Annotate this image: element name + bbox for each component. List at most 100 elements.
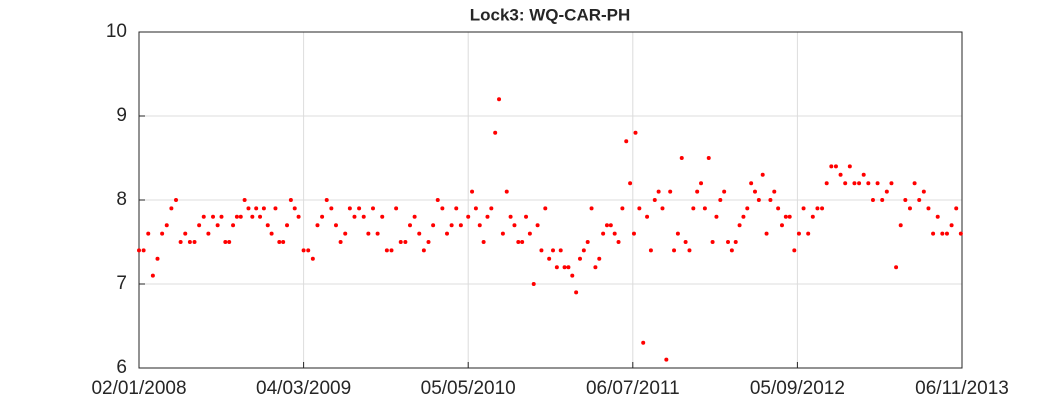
data-point [258, 214, 263, 219]
data-point [699, 181, 704, 186]
data-point [847, 164, 852, 169]
data-point [768, 198, 773, 202]
data-point [612, 231, 617, 236]
data-point [273, 206, 278, 211]
data-point [558, 248, 563, 253]
data-point [570, 273, 575, 278]
data-point [884, 189, 889, 194]
data-point [687, 248, 692, 253]
data-point [726, 240, 731, 244]
data-point [628, 181, 633, 186]
y-tick-label: 7 [116, 273, 127, 294]
data-point [477, 223, 482, 228]
data-point [787, 214, 792, 219]
data-point [954, 206, 959, 211]
data-point [675, 231, 680, 236]
plot-frame [138, 31, 963, 369]
data-point [389, 248, 394, 253]
data-point [539, 248, 544, 253]
data-point [593, 265, 598, 270]
data-point [535, 223, 540, 228]
data-point [187, 240, 192, 244]
data-point [931, 231, 936, 236]
data-point [581, 248, 586, 253]
data-point [394, 206, 399, 211]
data-point [833, 164, 838, 169]
data-point [454, 206, 459, 211]
data-point [652, 198, 657, 202]
chart-title: Lock3: WQ-CAR-PH [470, 5, 631, 24]
data-point [500, 231, 505, 236]
data-point [361, 214, 366, 219]
data-point [801, 206, 806, 211]
y-tick-label: 9 [116, 105, 127, 126]
data-point [320, 214, 325, 219]
data-point [870, 198, 875, 202]
data-point [733, 240, 738, 244]
data-point [912, 181, 917, 186]
data-point [806, 231, 811, 236]
data-point [366, 231, 371, 236]
data-point [710, 240, 715, 244]
data-point [577, 256, 582, 261]
data-point [672, 248, 677, 253]
data-point [741, 214, 746, 219]
data-point [597, 256, 602, 261]
data-point [174, 198, 179, 202]
data-point [352, 214, 357, 219]
data-point [146, 231, 151, 236]
data-point [815, 206, 820, 211]
data-point [752, 189, 757, 194]
data-point [407, 223, 412, 228]
data-point [489, 206, 494, 211]
data-point [288, 198, 293, 202]
data-point [604, 223, 609, 228]
x-tick-label: 05/09/2012 [750, 378, 845, 399]
data-point [329, 206, 334, 211]
data-point [616, 240, 621, 244]
y-tick-label: 8 [116, 189, 127, 210]
data-point [527, 231, 532, 236]
data-point [343, 231, 348, 236]
data-point [949, 223, 954, 228]
data-point [566, 265, 571, 270]
data-point [637, 206, 642, 211]
data-point [838, 172, 843, 177]
data-point [907, 206, 912, 211]
data-point [722, 189, 727, 194]
data-point [706, 156, 711, 160]
data-point [668, 189, 673, 194]
data-point [206, 231, 211, 236]
data-point [589, 206, 594, 211]
data-point [824, 181, 829, 186]
data-point [889, 181, 894, 186]
data-point [691, 206, 696, 211]
data-point [852, 181, 857, 186]
data-point [683, 240, 688, 244]
data-point [481, 240, 486, 244]
data-point [958, 231, 963, 236]
data-point [417, 231, 422, 236]
data-point [231, 223, 236, 228]
data-point [246, 206, 251, 211]
data-point [466, 214, 471, 219]
data-point [292, 206, 297, 211]
data-point [660, 206, 665, 211]
data-point [238, 214, 243, 219]
data-point [301, 248, 306, 253]
data-point [921, 189, 926, 194]
data-point [219, 214, 224, 219]
data-point [178, 240, 183, 244]
data-point [796, 231, 801, 236]
data-point [444, 231, 449, 236]
data-point [192, 240, 197, 244]
data-point [315, 223, 320, 228]
data-point [664, 357, 669, 362]
data-point [306, 248, 311, 253]
data-point [426, 240, 431, 244]
data-point [875, 181, 880, 186]
data-point [903, 198, 908, 202]
x-tick-label: 06/07/2011 [586, 378, 680, 399]
data-point [679, 156, 684, 160]
